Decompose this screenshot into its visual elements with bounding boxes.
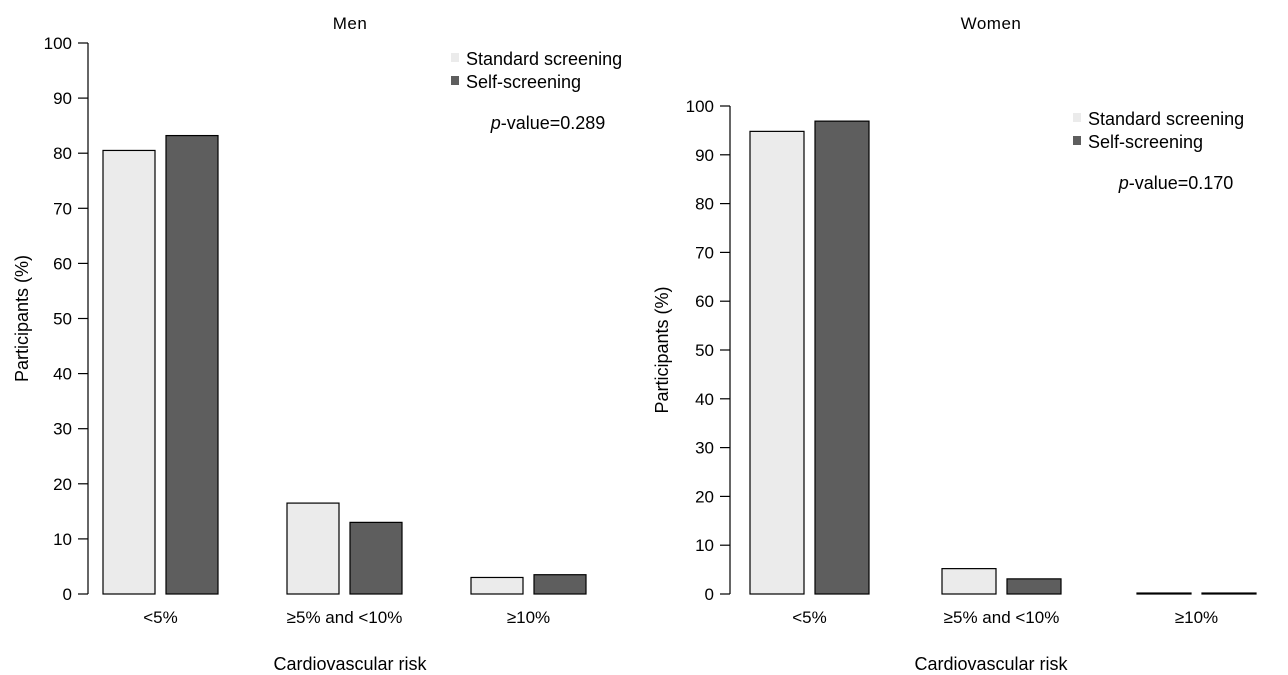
- y-tick-label: 90: [695, 146, 714, 165]
- bar-standard-0: [749, 130, 805, 595]
- y-tick-label: 0: [63, 585, 72, 604]
- x-axis-label: Cardiovascular risk: [914, 654, 1068, 674]
- legend-label: Standard screening: [1088, 109, 1244, 129]
- x-tick-label: ≥5% and <10%: [944, 608, 1060, 627]
- bar-standard-2: [470, 576, 524, 595]
- y-tick-label: 20: [695, 487, 714, 506]
- bar-standard-1: [941, 568, 997, 595]
- y-tick-label: 70: [53, 199, 72, 218]
- legend: Standard screening Self-screening: [451, 49, 622, 92]
- y-tick-label: 70: [695, 243, 714, 262]
- legend-swatch-standard: [1073, 113, 1081, 122]
- p-value-text: -value=0.289: [501, 113, 606, 133]
- y-tick-label: 60: [53, 254, 72, 273]
- y-tick-label: 100: [686, 97, 714, 116]
- p-value-italic: p: [1118, 173, 1129, 193]
- chart-title: Men: [333, 14, 368, 33]
- p-value-annotation: p-value=0.289: [490, 113, 606, 133]
- y-axis-label: Participants (%): [12, 255, 32, 382]
- bar-self-2: [533, 574, 587, 595]
- x-tick-label: ≥10%: [1175, 608, 1218, 627]
- y-tick-label: 10: [695, 536, 714, 555]
- y-tick-label: 0: [705, 585, 714, 604]
- y-tick-label: 30: [695, 439, 714, 458]
- legend-label: Self-screening: [1088, 132, 1203, 152]
- x-tick-label: <5%: [143, 608, 178, 627]
- legend-swatch-self: [451, 76, 459, 85]
- legend: Standard screening Self-screening: [1073, 109, 1244, 152]
- y-tick-label: 50: [695, 341, 714, 360]
- bar-self-0: [814, 120, 870, 595]
- y-tick-label: 80: [695, 195, 714, 214]
- chart-panel-men: Men 0 10 20 30 40 50 60 70 80 90 100 Participants (%…: [12, 14, 622, 674]
- legend-swatch-self: [1073, 136, 1081, 145]
- bar-standard-0: [102, 149, 156, 595]
- y-tick-label: 20: [53, 475, 72, 494]
- bar-self-1: [1006, 578, 1062, 595]
- y-tick-label: 80: [53, 144, 72, 163]
- y-tick-label: 50: [53, 310, 72, 329]
- p-value-annotation: p-value=0.170: [1118, 173, 1234, 193]
- y-tick-label: 60: [695, 292, 714, 311]
- bar-self-0: [165, 134, 219, 595]
- bar-self-2: [1201, 592, 1257, 595]
- x-tick-label: ≥10%: [507, 608, 550, 627]
- legend-label: Self-screening: [466, 72, 581, 92]
- bar-self-1: [349, 521, 403, 595]
- y-tick-label: 90: [53, 89, 72, 108]
- legend-label: Standard screening: [466, 49, 622, 69]
- x-tick-label: ≥5% and <10%: [287, 608, 403, 627]
- legend-swatch-standard: [451, 53, 459, 62]
- y-tick-label: 100: [44, 34, 72, 53]
- x-axis-label: Cardiovascular risk: [273, 654, 427, 674]
- y-tick-label: 30: [53, 420, 72, 439]
- x-tick-label: <5%: [792, 608, 827, 627]
- bar-standard-2: [1136, 592, 1192, 595]
- p-value-text: -value=0.170: [1129, 173, 1234, 193]
- y-axis-label: Participants (%): [652, 286, 672, 413]
- y-tick-label: 40: [695, 390, 714, 409]
- chart-title: Women: [961, 14, 1022, 33]
- y-tick-label: 10: [53, 530, 72, 549]
- y-tick-label: 40: [53, 365, 72, 384]
- chart-panel-women: Women 0 10 20 30 40 50 60 70 80 90 100 Participants …: [652, 14, 1257, 674]
- p-value-italic: p: [490, 113, 501, 133]
- bar-standard-1: [286, 502, 340, 595]
